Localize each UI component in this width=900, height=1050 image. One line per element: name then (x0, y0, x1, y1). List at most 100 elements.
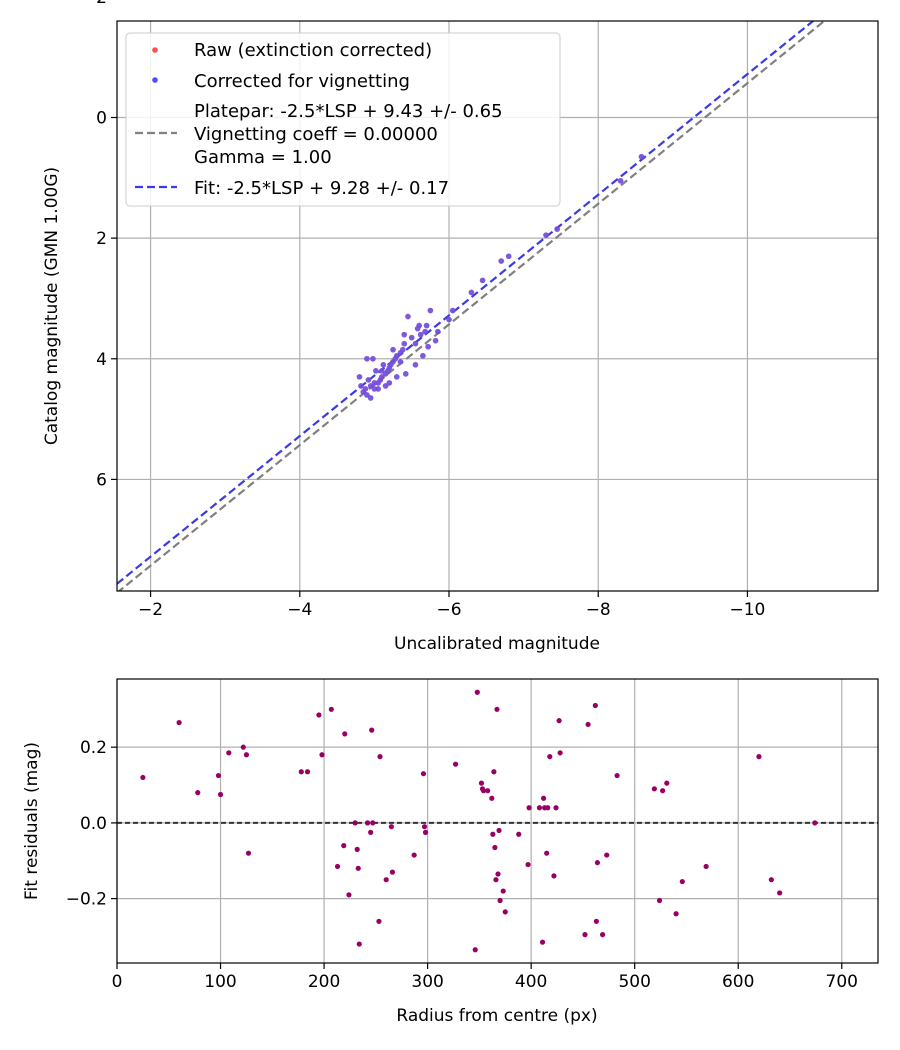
residual-point (329, 707, 334, 712)
residual-point (473, 947, 478, 952)
corrected-point (418, 332, 424, 338)
corrected-point (446, 317, 452, 323)
residual-point (812, 820, 817, 825)
residual-point (370, 820, 375, 825)
residual-point (453, 762, 458, 767)
corrected-point (375, 386, 381, 392)
corrected-point (381, 362, 387, 368)
residual-point (545, 805, 550, 810)
corrected-point (498, 258, 504, 264)
x-tick-label: 300 (411, 972, 443, 992)
residual-point (357, 941, 362, 946)
residual-point (503, 909, 508, 914)
residual-point (547, 754, 552, 759)
residual-point (305, 769, 310, 774)
residual-point (335, 864, 340, 869)
residual-point (525, 862, 530, 867)
residual-point (537, 805, 542, 810)
figure: −2−4−6−8−10−20246 Uncalibrated magnitude… (0, 0, 900, 1050)
x-tick-label: 100 (204, 972, 236, 992)
residual-point (491, 769, 496, 774)
residual-point (485, 788, 490, 793)
corrected-point (435, 329, 441, 335)
residual-point (582, 932, 587, 937)
residual-point (246, 851, 251, 856)
residual-point (501, 888, 506, 893)
residual-point (704, 864, 709, 869)
residual-point (594, 919, 599, 924)
y-tick-label: −0.2 (66, 890, 107, 910)
residual-point (551, 873, 556, 878)
residual-point (421, 771, 426, 776)
corrected-point (403, 371, 409, 377)
residual-point (492, 845, 497, 850)
residual-point (516, 832, 521, 837)
residual-point (680, 879, 685, 884)
corrected-point (390, 347, 396, 353)
residual-point (342, 731, 347, 736)
residual-point (497, 898, 502, 903)
residual-point (479, 781, 484, 786)
residual-point (541, 796, 546, 801)
corrected-point (424, 323, 430, 329)
legend-raw-marker (152, 47, 158, 53)
residual-point (355, 847, 360, 852)
legend-platepar-label-3: Gamma = 1.00 (194, 147, 332, 168)
residual-point (495, 871, 500, 876)
legend: Raw (extinction corrected) Corrected for… (126, 33, 560, 206)
corrected-point (428, 308, 434, 314)
x-tick-label: 200 (308, 972, 340, 992)
residual-point (195, 790, 200, 795)
residual-point (540, 940, 545, 945)
residual-point (384, 877, 389, 882)
residual-point (412, 852, 417, 857)
residual-point (316, 712, 321, 717)
residual-point (377, 754, 382, 759)
corrected-point (366, 377, 372, 383)
corrected-point (394, 374, 400, 380)
corrected-point (433, 338, 439, 344)
residuals-x-axis-label: Radius from centre (px) (396, 1006, 597, 1026)
residual-point (660, 788, 665, 793)
residual-point (376, 919, 381, 924)
residual-point (216, 773, 221, 778)
legend-corrected-label: Corrected for vignetting (194, 71, 410, 92)
residual-point (557, 718, 562, 723)
residual-point (365, 820, 370, 825)
legend-corrected-marker (152, 77, 158, 83)
corrected-point (370, 356, 376, 362)
x-tick-label: 0 (112, 972, 123, 992)
x-tick-label: 500 (618, 972, 650, 992)
residual-point (226, 750, 231, 755)
residual-point (356, 866, 361, 871)
x-tick-label: −2 (138, 600, 163, 620)
legend-fit-label: Fit: -2.5*LSP + 9.28 +/- 0.17 (194, 178, 449, 199)
corrected-point (373, 368, 379, 374)
x-tick-label: −6 (436, 600, 461, 620)
corrected-point (469, 290, 475, 296)
corrected-point (618, 178, 624, 184)
residual-point (526, 805, 531, 810)
corrected-point (413, 341, 419, 347)
residual-point (389, 824, 394, 829)
residual-point (657, 898, 662, 903)
residual-point (368, 830, 373, 835)
corrected-point (364, 356, 370, 362)
x-tick-label: 400 (515, 972, 547, 992)
residual-point (777, 890, 782, 895)
corrected-point (357, 374, 363, 380)
residual-point (595, 860, 600, 865)
x-tick-label: 600 (722, 972, 754, 992)
y-tick-label: 2 (96, 229, 107, 249)
residuals-y-axis-label: Fit residuals (mag) (22, 742, 42, 900)
residual-point (493, 877, 498, 882)
x-tick-label: −4 (287, 600, 312, 620)
y-tick-label: 0.2 (80, 738, 107, 758)
residual-point (390, 870, 395, 875)
residual-point (652, 786, 657, 791)
residual-point (475, 690, 480, 695)
y-tick-label: 6 (96, 470, 107, 490)
residuals-plot: 0 100 200 300 400 500 600 700 −0.2 0.0 0.2 Radius … (22, 679, 878, 1026)
residual-point (140, 775, 145, 780)
corrected-point (379, 368, 385, 374)
